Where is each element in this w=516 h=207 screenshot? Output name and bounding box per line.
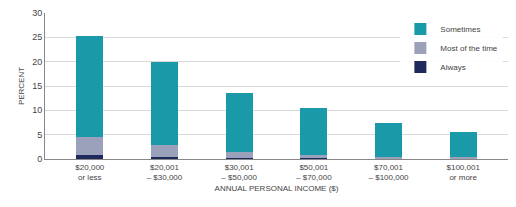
svg-text:Sometimes: Sometimes (440, 25, 480, 34)
svg-text:30: 30 (32, 8, 42, 18)
svg-text:Always: Always (440, 63, 465, 72)
svg-text:$70,001– $100,000: $70,001– $100,000 (368, 163, 409, 182)
svg-text:20: 20 (32, 57, 42, 67)
svg-text:15: 15 (32, 81, 42, 91)
svg-text:$20,001– $30,000: $20,001– $30,000 (147, 163, 183, 182)
svg-text:0: 0 (37, 154, 42, 164)
svg-text:ANNUAL PERSONAL INCOME ($): ANNUAL PERSONAL INCOME ($) (215, 184, 339, 193)
svg-text:5: 5 (37, 130, 42, 140)
svg-text:$20,000or less: $20,000or less (75, 163, 104, 182)
svg-text:10: 10 (32, 105, 42, 115)
svg-text:Most of the time: Most of the time (440, 44, 497, 53)
svg-text:$30,001– $50,000: $30,001– $50,000 (221, 163, 257, 182)
svg-text:$50,001– $70,000: $50,001– $70,000 (296, 163, 332, 182)
svg-text:$100,001or more: $100,001or more (447, 163, 481, 182)
svg-text:PERCENT: PERCENT (17, 67, 26, 105)
svg-text:25: 25 (32, 32, 42, 42)
